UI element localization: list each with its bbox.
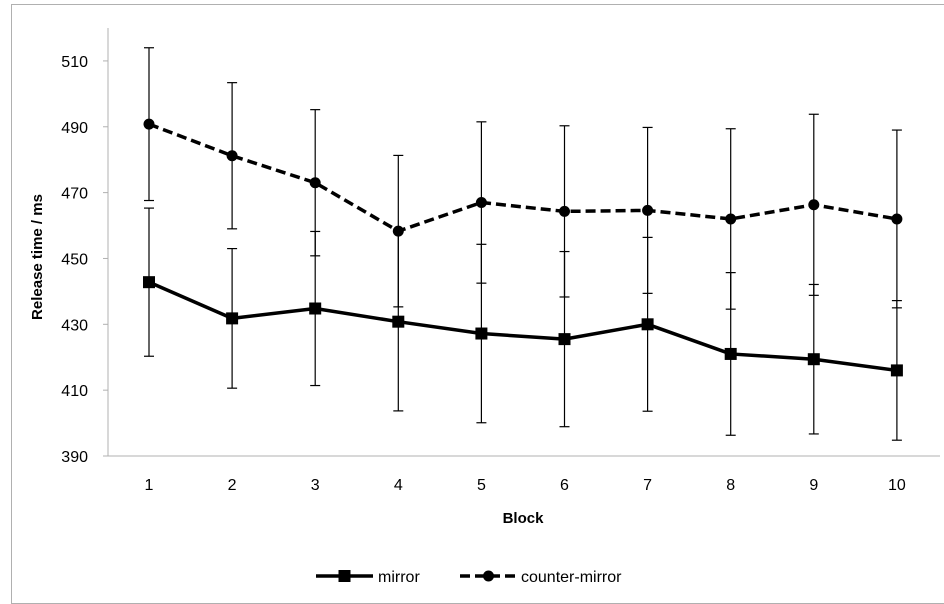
x-axis-title: Block — [503, 510, 545, 527]
data-point-square — [309, 302, 322, 315]
data-point-square — [226, 312, 239, 325]
y-tick-label: 450 — [61, 251, 88, 268]
data-point-circle — [808, 199, 820, 211]
data-point-square — [890, 364, 903, 377]
x-tick-label: 4 — [394, 477, 403, 494]
x-axis-ticks: 1 2 3 4 5 6 7 8 9 10 — [145, 477, 906, 494]
data-point-circle — [143, 118, 155, 130]
y-tick-label: 410 — [61, 383, 88, 400]
legend-label-counter-mirror: counter-mirror — [521, 569, 622, 586]
x-tick-label: 5 — [477, 477, 486, 494]
series-line — [148, 122, 898, 233]
data-point-circle — [392, 225, 404, 237]
legend: mirror counter-mirror — [316, 569, 622, 586]
data-point-circle — [475, 196, 487, 208]
x-tick-label: 8 — [726, 477, 735, 494]
x-tick-label: 10 — [888, 477, 906, 494]
data-point-circle — [642, 204, 654, 216]
legend-marker-square — [338, 570, 351, 582]
data-point-square — [724, 347, 737, 360]
data-point-circle — [309, 177, 321, 189]
y-tick-label: 390 — [61, 449, 88, 466]
series-mirror — [143, 207, 903, 441]
data-point-circle — [725, 213, 737, 225]
data-point-square — [392, 315, 405, 328]
data-point-square — [558, 333, 571, 346]
x-tick-label: 6 — [560, 477, 569, 494]
data-point-circle — [226, 150, 238, 162]
y-tick-label: 510 — [61, 54, 88, 71]
data-point-square — [641, 318, 654, 331]
data-point-circle — [891, 213, 903, 225]
y-axis-title: Release time / ms — [29, 194, 46, 320]
y-tick-label: 470 — [61, 186, 88, 203]
plot-area — [143, 47, 903, 441]
x-tick-label: 2 — [228, 477, 237, 494]
legend-marker-circle — [483, 570, 494, 582]
x-tick-label: 9 — [809, 477, 818, 494]
data-point-square — [475, 327, 488, 340]
series-line — [148, 280, 898, 373]
data-point-circle — [559, 205, 570, 217]
y-tick-label: 430 — [61, 317, 88, 334]
y-axis-ticks: 390 410 430 450 470 490 510 — [61, 54, 108, 466]
legend-label-mirror: mirror — [378, 569, 420, 586]
y-tick-label: 490 — [61, 120, 88, 137]
x-tick-label: 3 — [311, 477, 320, 494]
data-point-square — [807, 353, 820, 366]
x-tick-label: 7 — [643, 477, 652, 494]
series-counter-mirror — [143, 47, 903, 310]
data-point-square — [143, 276, 155, 289]
x-tick-label: 1 — [145, 477, 154, 494]
